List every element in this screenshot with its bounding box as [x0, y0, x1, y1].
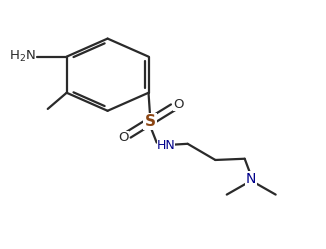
Text: N: N	[246, 172, 256, 186]
Text: O: O	[173, 98, 184, 112]
Text: S: S	[145, 114, 156, 129]
Text: HN: HN	[157, 138, 175, 152]
Text: H$_2$N: H$_2$N	[9, 49, 36, 64]
Text: O: O	[118, 130, 129, 144]
